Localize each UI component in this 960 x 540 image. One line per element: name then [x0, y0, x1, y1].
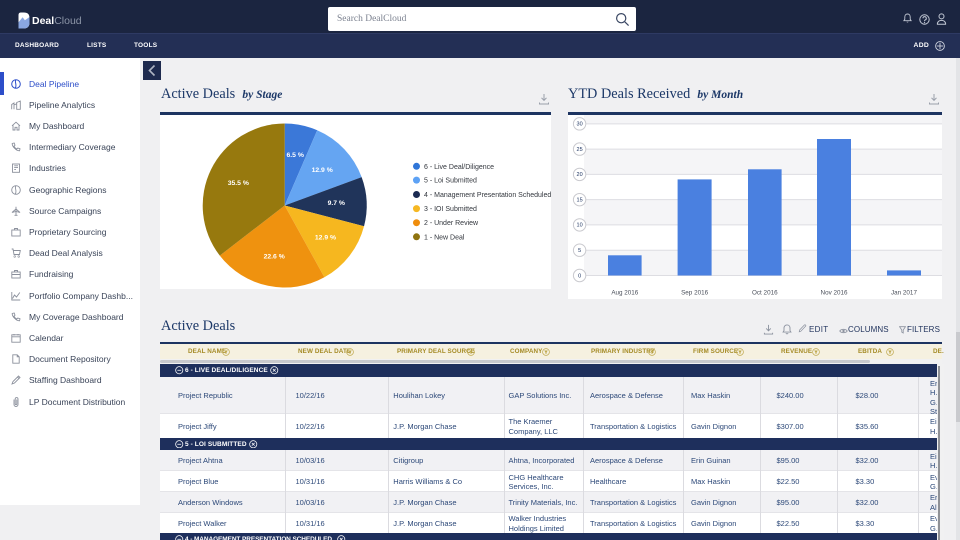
svg-text:12.9 %: 12.9 % — [315, 234, 336, 241]
svg-text:5: 5 — [578, 248, 581, 254]
svg-text:Jan 2017: Jan 2017 — [891, 289, 917, 296]
svg-text:2 - Under Review: 2 - Under Review — [424, 220, 479, 227]
svg-text:0: 0 — [578, 273, 581, 279]
svg-text:22.6 %: 22.6 % — [264, 253, 285, 260]
svg-text:1 - New Deal: 1 - New Deal — [424, 234, 465, 241]
svg-text:15: 15 — [577, 197, 583, 203]
svg-text:35.5 %: 35.5 % — [228, 179, 249, 186]
svg-text:6.5 %: 6.5 % — [287, 152, 304, 159]
svg-text:3 - IOI Submitted: 3 - IOI Submitted — [424, 206, 477, 213]
svg-text:6 - Live Deal/Diligence: 6 - Live Deal/Diligence — [424, 163, 494, 170]
svg-text:4 - Management Presentation Sc: 4 - Management Presentation Scheduled — [424, 192, 551, 199]
svg-text:12.9 %: 12.9 % — [312, 167, 333, 174]
svg-text:Aug 2016: Aug 2016 — [611, 289, 638, 296]
svg-text:20: 20 — [577, 172, 583, 178]
svg-text:10: 10 — [577, 222, 583, 228]
svg-text:9.7 %: 9.7 % — [328, 200, 345, 207]
svg-text:Oct 2016: Oct 2016 — [752, 289, 778, 296]
svg-text:30: 30 — [577, 121, 583, 127]
svg-text:25: 25 — [577, 146, 583, 152]
svg-text:5 - Loi Submitted: 5 - Loi Submitted — [424, 177, 477, 184]
svg-text:Nov 2016: Nov 2016 — [821, 289, 848, 296]
svg-text:Sep 2016: Sep 2016 — [681, 289, 708, 296]
